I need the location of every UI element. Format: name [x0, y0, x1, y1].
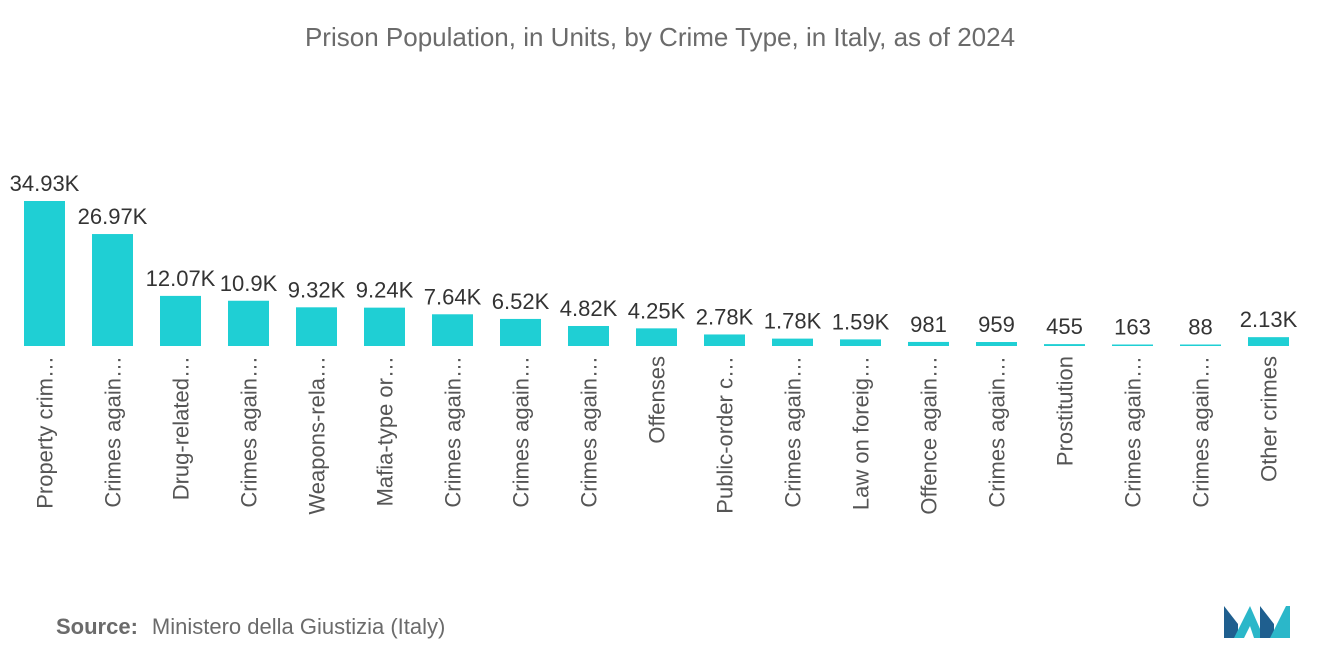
bar [160, 295, 201, 346]
bar [1180, 344, 1221, 346]
category-label: Other crimes [1257, 356, 1282, 482]
data-label: 2.13K [1240, 307, 1298, 332]
data-label: 981 [910, 312, 947, 337]
category-label: Crimes again… [781, 356, 806, 508]
chart-title: Prison Population, in Units, by Crime Ty… [304, 22, 1016, 52]
category-label: Offence again… [917, 356, 942, 515]
category-label: Crimes again… [509, 356, 534, 508]
data-label: 959 [978, 312, 1015, 337]
category-label: Crimes again… [237, 356, 262, 508]
bar [24, 201, 65, 346]
data-label: 455 [1046, 314, 1083, 339]
bar [840, 339, 881, 346]
category-label: Public-order c… [713, 356, 738, 514]
category-label: Crimes again… [1121, 356, 1146, 508]
data-label: 4.82K [560, 296, 618, 321]
category-label: Crimes again… [577, 356, 602, 508]
bar [704, 334, 745, 346]
bar [772, 338, 813, 346]
bar [976, 342, 1017, 346]
data-label: 9.32K [288, 277, 346, 302]
bar [1112, 344, 1153, 346]
bar [364, 307, 405, 346]
data-label: 88 [1188, 315, 1212, 340]
bar [1248, 337, 1289, 346]
data-label: 163 [1114, 315, 1151, 340]
bar-chart: 34.93K Property crim… 26.97K Crimes again… 1… [10, 171, 1298, 515]
category-label: Law on foreig… [849, 356, 874, 510]
data-label: 9.24K [356, 278, 414, 303]
data-label: 12.07K [146, 266, 216, 291]
category-label: Drug-related… [169, 356, 194, 500]
data-label: 1.78K [764, 309, 822, 334]
category-label: Mafia-type or… [373, 356, 398, 506]
bar [92, 234, 133, 346]
category-label: Crimes again… [101, 356, 126, 508]
data-label: 34.93K [10, 171, 80, 196]
category-label: Property crim… [33, 356, 58, 509]
category-label: Crimes again… [441, 356, 466, 508]
bar [228, 300, 269, 346]
bar [568, 325, 609, 346]
category-label: Offenses [645, 356, 670, 444]
bar [432, 314, 473, 346]
bar [1044, 344, 1085, 346]
bar [296, 307, 337, 346]
bar [500, 318, 541, 346]
data-label: 4.25K [628, 298, 686, 323]
data-label: 26.97K [78, 204, 148, 229]
bar [636, 328, 677, 346]
data-label: 10.9K [220, 271, 278, 296]
category-label: Crimes again… [1189, 356, 1214, 508]
data-label: 2.78K [696, 304, 754, 329]
data-label: 7.64K [424, 284, 482, 309]
data-label: 1.59K [832, 309, 890, 334]
category-label: Prostitution [1053, 356, 1078, 466]
source-note: Source: Ministero della Giustizia (Italy) [56, 614, 445, 640]
category-label: Weapons-rela… [305, 356, 330, 515]
source-text: Ministero della Giustizia (Italy) [151, 614, 446, 639]
bar [908, 341, 949, 346]
category-label: Crimes again… [985, 356, 1010, 508]
source-label: Source: [56, 614, 138, 639]
mordor-intelligence-logo-icon [1224, 606, 1290, 638]
data-label: 6.52K [492, 289, 550, 314]
